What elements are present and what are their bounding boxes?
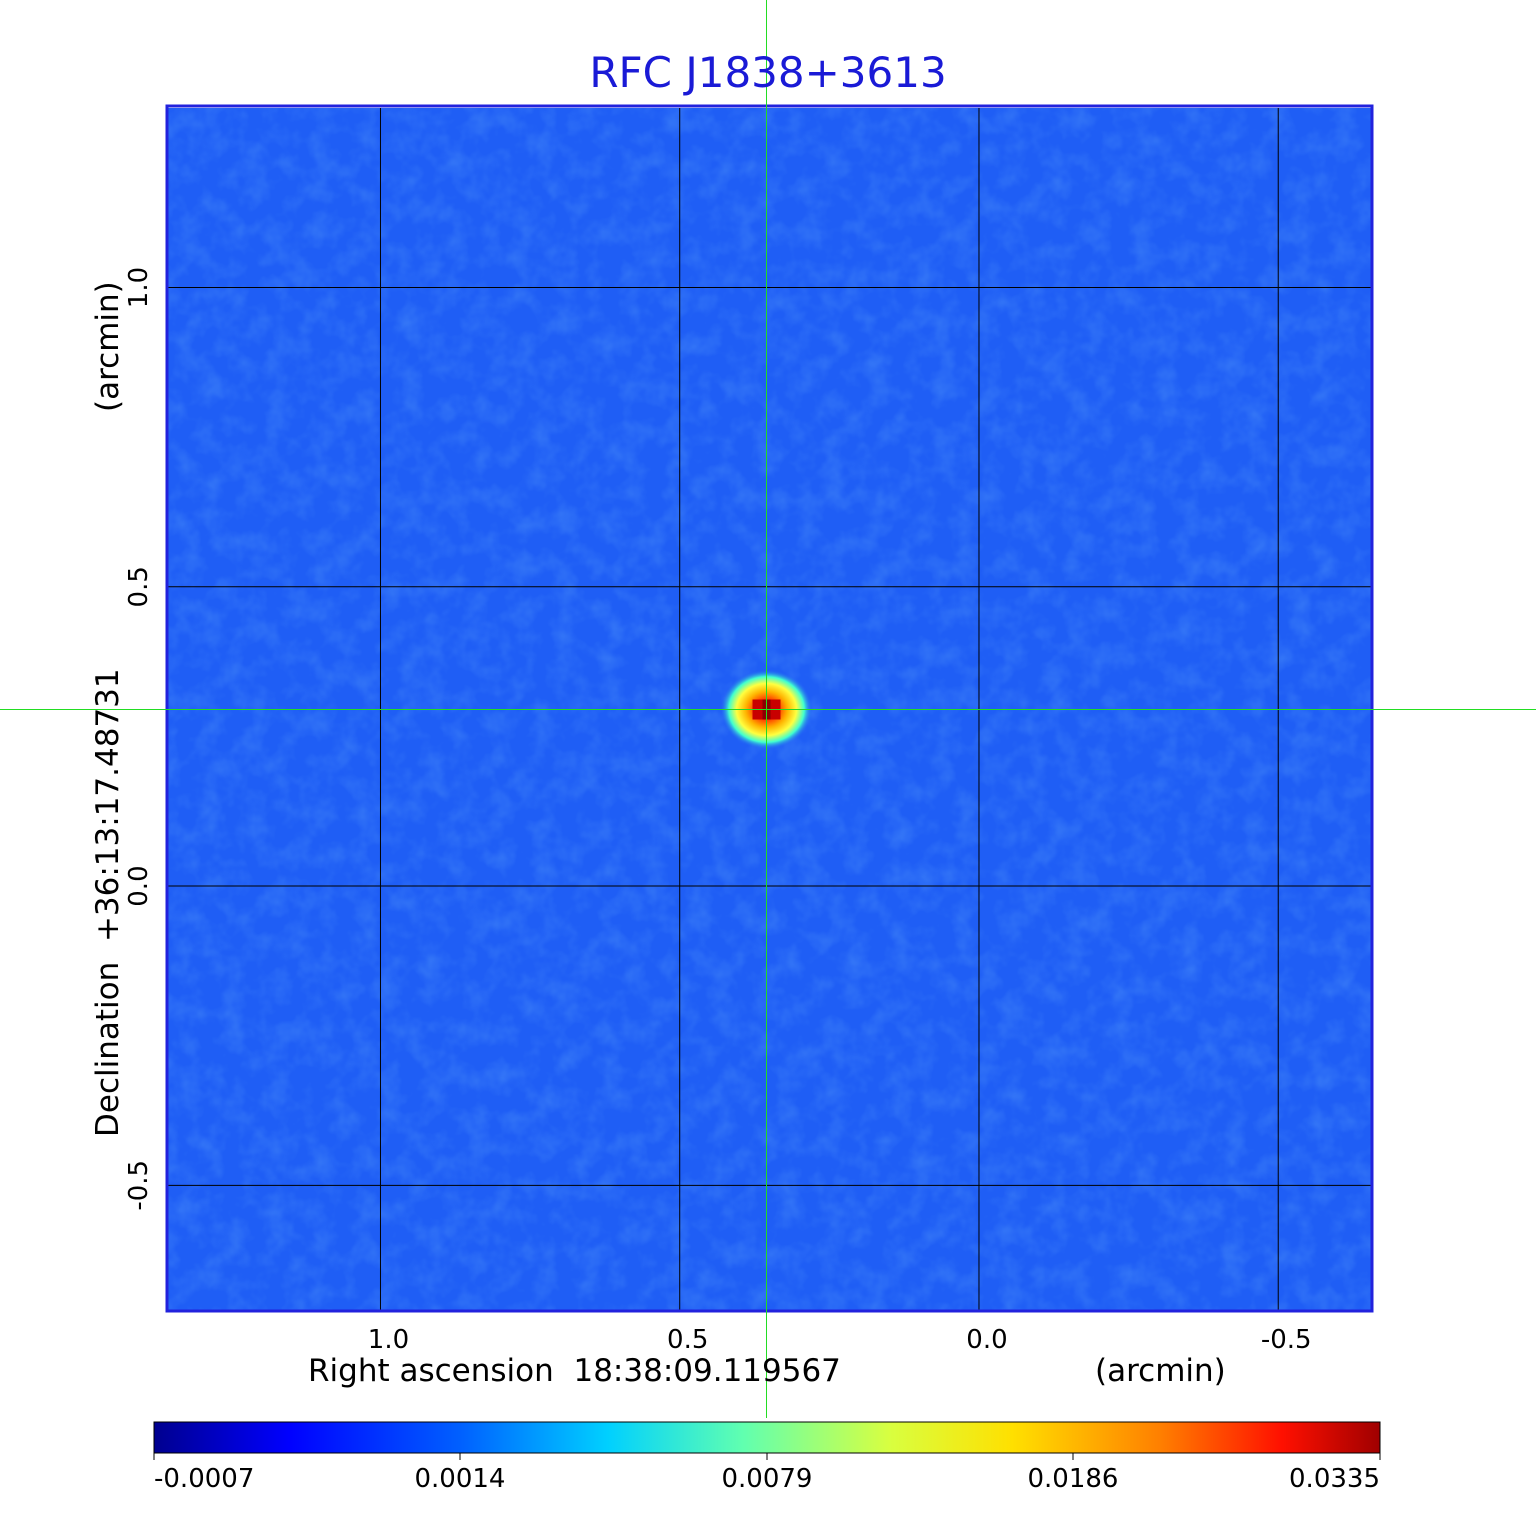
y-tick-label: 1.0 — [124, 267, 154, 308]
colorbar-tick-label: 0.0186 — [1028, 1464, 1119, 1494]
x-tick-label: 1.0 — [368, 1325, 409, 1355]
x-axis-ticks: 1.0 0.5 0.0 -0.5 — [368, 1325, 1312, 1355]
y-tick-label: 0.5 — [124, 566, 154, 607]
y-axis-unit: (arcmin) — [90, 281, 126, 412]
x-axis-label: Right ascension 18:38:09.119567 — [308, 1353, 841, 1389]
chart-title: RFC J1838+3613 — [589, 48, 946, 97]
plot-frame — [165, 104, 1374, 1313]
x-tick-label: 0.0 — [966, 1325, 1007, 1355]
colorbar-tick-label: 0.0335 — [1289, 1464, 1380, 1494]
colorbar-tick-label: -0.0007 — [154, 1464, 254, 1494]
colorbar-ticks: -0.0007 0.0014 0.0079 0.0186 0.0335 — [153, 1453, 1381, 1494]
y-axis-label: Declination +36:13:17.48731 — [90, 668, 126, 1137]
colorbar-gradient — [153, 1421, 1381, 1454]
image-plot-area — [165, 104, 1374, 1313]
x-tick-label: 0.5 — [667, 1325, 708, 1355]
crosshair — [0, 0, 1536, 1418]
colorbar: -0.0007 0.0014 0.0079 0.0186 0.0335 — [153, 1421, 1381, 1494]
colorbar-tick-label: 0.0014 — [415, 1464, 506, 1494]
colorbar-tick-label: 0.0079 — [722, 1464, 813, 1494]
y-tick-label: 0.0 — [124, 865, 154, 906]
y-tick-label: -0.5 — [124, 1160, 154, 1211]
x-axis-unit: (arcmin) — [1095, 1353, 1226, 1389]
x-tick-label: -0.5 — [1261, 1325, 1312, 1355]
y-axis-ticks: 1.0 0.5 0.0 -0.5 — [124, 267, 154, 1211]
